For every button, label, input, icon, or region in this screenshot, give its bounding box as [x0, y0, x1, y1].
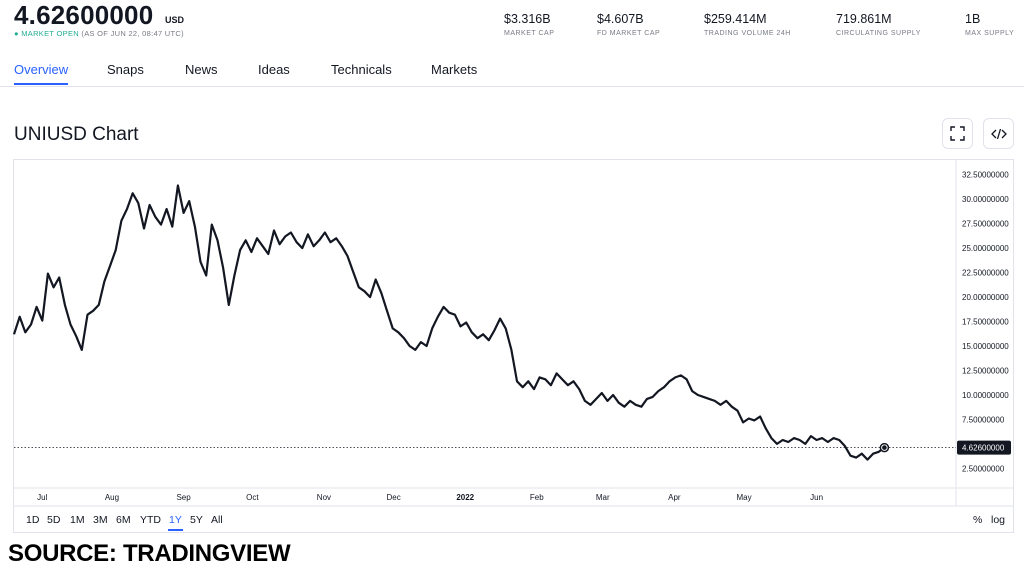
stat-label: CIRCULATING SUPPLY: [836, 30, 921, 37]
market-open-dot: ●: [14, 29, 19, 38]
stat-value: 719.861M: [836, 12, 892, 26]
range-1y[interactable]: 1Y: [168, 514, 183, 531]
fullscreen-icon: [950, 126, 965, 141]
y-tick-label: 12.50000000: [962, 367, 1009, 376]
stat-label: MARKET CAP: [504, 30, 555, 37]
range-all[interactable]: All: [211, 514, 223, 526]
x-tick-label: May: [736, 493, 751, 502]
market-status-text: MARKET OPEN: [21, 29, 79, 38]
current-price: 4.62600000: [14, 0, 154, 30]
range-5d[interactable]: 5D: [47, 514, 61, 526]
range-5y[interactable]: 5Y: [190, 514, 203, 526]
y-tick-label: 7.50000000: [962, 415, 1005, 424]
stat-label: TRADING VOLUME 24H: [704, 30, 791, 37]
stat-market-cap: $3.316B MARKET CAP: [504, 12, 554, 37]
stat-value: $4.607B: [597, 12, 644, 26]
x-tick-label: Jun: [810, 493, 823, 502]
x-tick-label: Mar: [596, 493, 610, 502]
x-tick-label: Dec: [387, 493, 401, 502]
stat-trading-volume: $259.414M TRADING VOLUME 24H: [704, 12, 791, 37]
y-tick-label: 10.00000000: [962, 391, 1009, 400]
stat-fd-market-cap: $4.607B FD MARKET CAP: [597, 12, 660, 37]
x-tick-label: Feb: [530, 493, 544, 502]
y-tick-label: 22.50000000: [962, 269, 1009, 278]
stat-label: MAX SUPPLY: [965, 30, 1015, 37]
range-6m[interactable]: 6M: [116, 514, 131, 526]
tab-overview[interactable]: Overview: [14, 62, 69, 85]
stat-value: 1B: [965, 12, 981, 26]
y-tick-label: 30.00000000: [962, 195, 1009, 204]
embed-button[interactable]: [983, 118, 1014, 149]
x-tick-label: Nov: [317, 493, 331, 502]
current-price-tag: [957, 440, 1011, 455]
x-tick-label: Oct: [246, 493, 259, 502]
tab-bar: Overview Snaps News Ideas Technicals Mar…: [0, 56, 1024, 87]
stat-value: $259.414M: [704, 12, 767, 26]
y-tick-label: 17.50000000: [962, 318, 1009, 327]
y-tick-label: 32.50000000: [962, 171, 1009, 180]
y-tick-label: 20.00000000: [962, 293, 1009, 302]
as-of-timestamp: (AS OF JUN 22, 08:47 UTC): [81, 29, 184, 38]
x-tick-label: 2022: [456, 493, 474, 502]
last-price-marker: [882, 445, 887, 450]
stat-max-supply: 1B MAX SUPPLY: [965, 12, 1014, 37]
current-price-tag-label: 4.62600000: [962, 444, 1005, 453]
fullscreen-button[interactable]: [942, 118, 973, 149]
x-tick-label: Aug: [105, 493, 119, 502]
x-tick-label: Apr: [668, 493, 681, 502]
tab-technicals[interactable]: Technicals: [331, 62, 392, 77]
y-tick-label: 27.50000000: [962, 220, 1009, 229]
y-tick-label: 2.50000000: [962, 464, 1005, 473]
y-tick-label: 25.00000000: [962, 244, 1009, 253]
x-tick-label: Sep: [176, 493, 191, 502]
price-currency: USD: [165, 15, 185, 25]
percent-scale-toggle[interactable]: %: [973, 514, 983, 526]
range-1m[interactable]: 1M: [70, 514, 85, 526]
tab-markets[interactable]: Markets: [431, 62, 478, 77]
source-caption: SOURCE: TRADINGVIEW: [8, 540, 291, 567]
market-status: ● MARKET OPEN (AS OF JUN 22, 08:47 UTC): [14, 29, 184, 38]
chart-title: UNIUSD Chart: [14, 124, 139, 145]
x-tick-label: Jul: [37, 493, 47, 502]
range-1d[interactable]: 1D: [26, 514, 40, 526]
tab-snaps[interactable]: Snaps: [107, 62, 144, 77]
y-tick-label: 15.00000000: [962, 342, 1009, 351]
range-3m[interactable]: 3M: [93, 514, 108, 526]
chart-container: [13, 159, 1014, 533]
stat-label: FD MARKET CAP: [597, 30, 661, 37]
log-scale-toggle[interactable]: log: [991, 514, 1006, 526]
tab-news[interactable]: News: [185, 62, 218, 77]
code-icon: [990, 128, 1007, 139]
stat-circulating-supply: 719.861M CIRCULATING SUPPLY: [836, 12, 921, 37]
price-series-line: [12, 184, 886, 461]
stat-value: $3.316B: [504, 12, 551, 26]
range-ytd[interactable]: YTD: [140, 514, 161, 526]
tab-ideas[interactable]: Ideas: [258, 62, 290, 77]
